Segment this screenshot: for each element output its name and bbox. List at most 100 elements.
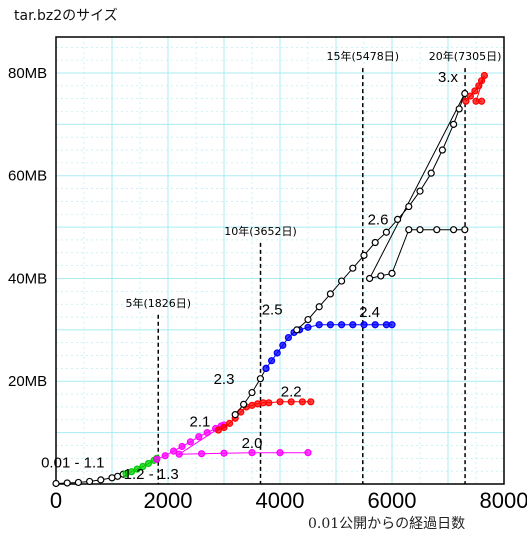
marker-label: 15年(5478日)	[326, 49, 399, 63]
data-point	[462, 97, 470, 105]
data-point	[371, 321, 379, 329]
data-point	[304, 315, 312, 324]
data-point	[416, 187, 424, 195]
marker-label: 5年(1826日)	[125, 296, 191, 310]
data-point	[304, 449, 312, 457]
data-point	[240, 400, 248, 408]
data-point	[139, 462, 147, 471]
data-point	[287, 398, 295, 406]
data-point	[195, 433, 203, 441]
y-tick-label: 60MB	[8, 168, 47, 185]
data-point	[304, 323, 312, 331]
data-point	[405, 202, 413, 211]
data-point	[97, 476, 105, 484]
data-point	[144, 459, 152, 468]
data-point	[315, 321, 323, 329]
data-point	[128, 468, 136, 476]
series-label: 2.6	[368, 212, 389, 229]
data-point	[438, 146, 446, 154]
grid	[55, 37, 505, 485]
data-point	[427, 169, 435, 177]
data-point	[265, 399, 273, 407]
data-point	[455, 105, 463, 113]
data-point	[461, 226, 469, 234]
data-point	[284, 333, 292, 342]
data-point	[63, 479, 71, 487]
data-point	[360, 251, 368, 259]
data-point	[133, 465, 141, 473]
series-label: 2.3	[214, 371, 235, 388]
data-point	[248, 449, 256, 457]
data-point	[388, 269, 396, 277]
data-point	[226, 419, 234, 427]
data-point	[268, 357, 276, 365]
series-label: 2.5	[262, 301, 283, 318]
data-point	[471, 87, 479, 95]
x-tick-label: 4000	[256, 488, 305, 513]
data-point	[349, 264, 357, 272]
data-point	[326, 321, 334, 329]
data-point	[315, 303, 323, 311]
y-tick-label: 40MB	[8, 270, 47, 287]
series-label: 2.1	[189, 413, 210, 430]
data-point	[248, 388, 256, 397]
series-label: 2.0	[242, 435, 263, 452]
chart-title: tar.bz2のサイズ	[14, 8, 118, 24]
data-point	[360, 321, 368, 329]
data-point	[153, 455, 161, 463]
data-point	[416, 226, 424, 234]
series	[462, 71, 488, 105]
data-point	[433, 226, 441, 234]
data-point	[279, 341, 287, 349]
data-point	[366, 274, 374, 283]
data-point	[293, 326, 301, 334]
data-point	[203, 429, 211, 437]
plot-area-frame	[55, 36, 505, 485]
data-point	[405, 226, 413, 234]
data-point	[74, 478, 83, 487]
data-point	[175, 450, 183, 458]
x-tick-label: 2000	[144, 488, 193, 513]
y-axis-ticks: 20MB 40MB 60MB 80MB	[8, 65, 47, 390]
data-point	[461, 89, 469, 98]
data-point	[338, 277, 346, 285]
data-point	[382, 228, 390, 236]
data-point	[276, 449, 284, 457]
data-point	[52, 479, 60, 488]
data-point	[231, 411, 239, 419]
data-point	[394, 215, 402, 223]
data-point	[338, 321, 346, 329]
series-labels: 0.01 - 1.1 1.2 - 1.3 2.0 2.2 2.1 2.3 2.4 2.5 2.6…	[41, 69, 458, 483]
x-axis-ticks: 0 2000 4000 6000 8000	[50, 488, 527, 513]
data-point	[349, 321, 357, 329]
data-point	[170, 447, 178, 455]
series	[293, 89, 469, 334]
series	[262, 321, 396, 372]
series-label: 2.4	[359, 304, 380, 321]
data-point	[326, 290, 334, 298]
y-tick-label: 20MB	[8, 373, 47, 390]
data-point	[186, 438, 194, 446]
series-label: 3.x	[438, 69, 459, 86]
data-point	[298, 398, 306, 406]
x-tick-label: 0	[50, 488, 62, 513]
data-point	[388, 321, 396, 329]
data-point	[276, 398, 284, 406]
series-line	[265, 324, 392, 369]
series-label: 0.01 - 1.1	[41, 455, 104, 472]
series	[231, 364, 270, 419]
series	[153, 421, 312, 463]
marker-label: 10年(3652日)	[224, 224, 297, 238]
data-point	[466, 92, 474, 100]
x-tick-label: 6000	[368, 488, 417, 513]
data-point	[262, 364, 270, 372]
data-point	[220, 423, 228, 432]
marker-label: 20年(7305日)	[429, 49, 502, 63]
vertical-markers: 5年(1826日) 10年(3652日) 15年(5478日) 20年(7305日)	[125, 49, 501, 484]
data-point	[450, 226, 458, 234]
data-point	[220, 449, 228, 457]
series-label: 2.2	[281, 384, 302, 401]
data-point	[198, 450, 206, 458]
y-tick-label: 80MB	[8, 65, 47, 82]
